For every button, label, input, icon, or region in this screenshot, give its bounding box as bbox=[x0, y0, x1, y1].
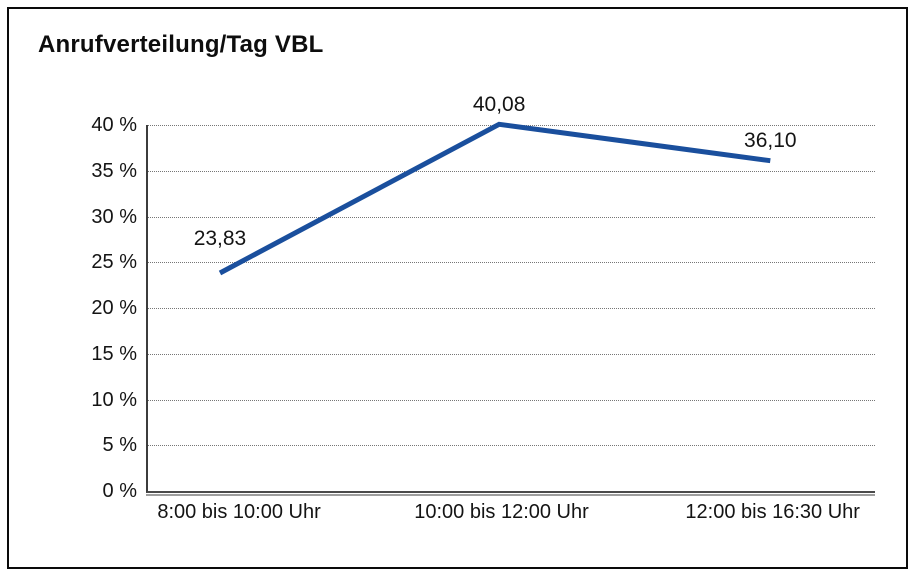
gridline bbox=[148, 216, 875, 218]
y-axis-tick-label: 5 % bbox=[102, 434, 137, 457]
data-point-label: 23,83 bbox=[193, 226, 247, 250]
data-point-label: 36,10 bbox=[744, 128, 797, 152]
y-axis-tick-label: 20 % bbox=[91, 297, 137, 319]
data-point-label: 40,08 bbox=[472, 93, 526, 117]
y-axis-tick-label: 40 % bbox=[91, 114, 137, 136]
x-axis-category-label: 12:00 bis 16:30 Uhr bbox=[685, 501, 860, 523]
gridline bbox=[148, 399, 875, 401]
chart-title: Anrufverteilung/Tag VBL bbox=[38, 31, 324, 58]
y-axis-tick-label: 0 % bbox=[102, 480, 137, 502]
x-axis-category-label: 10:00 bis 12:00 Uhr bbox=[414, 501, 589, 523]
y-axis-tick-label: 30 % bbox=[91, 205, 137, 228]
plot-area: 23,83 40,08 36,10 bbox=[146, 93, 875, 496]
data-line bbox=[218, 121, 771, 276]
y-axis-tick-label: 15 % bbox=[91, 342, 137, 365]
y-axis-tick-label: 10 % bbox=[91, 388, 137, 411]
gridline bbox=[148, 445, 875, 447]
x-axis-category-label: 8:00 bis 10:00 Uhr bbox=[157, 501, 321, 523]
data-line-canvas bbox=[218, 121, 771, 276]
y-axis-tick-label: 25 % bbox=[91, 251, 137, 274]
gridline bbox=[148, 170, 875, 172]
y-axis-tick-label: 35 % bbox=[91, 159, 137, 182]
gridline bbox=[148, 353, 875, 355]
gridline bbox=[148, 262, 875, 264]
gridline bbox=[148, 308, 875, 309]
